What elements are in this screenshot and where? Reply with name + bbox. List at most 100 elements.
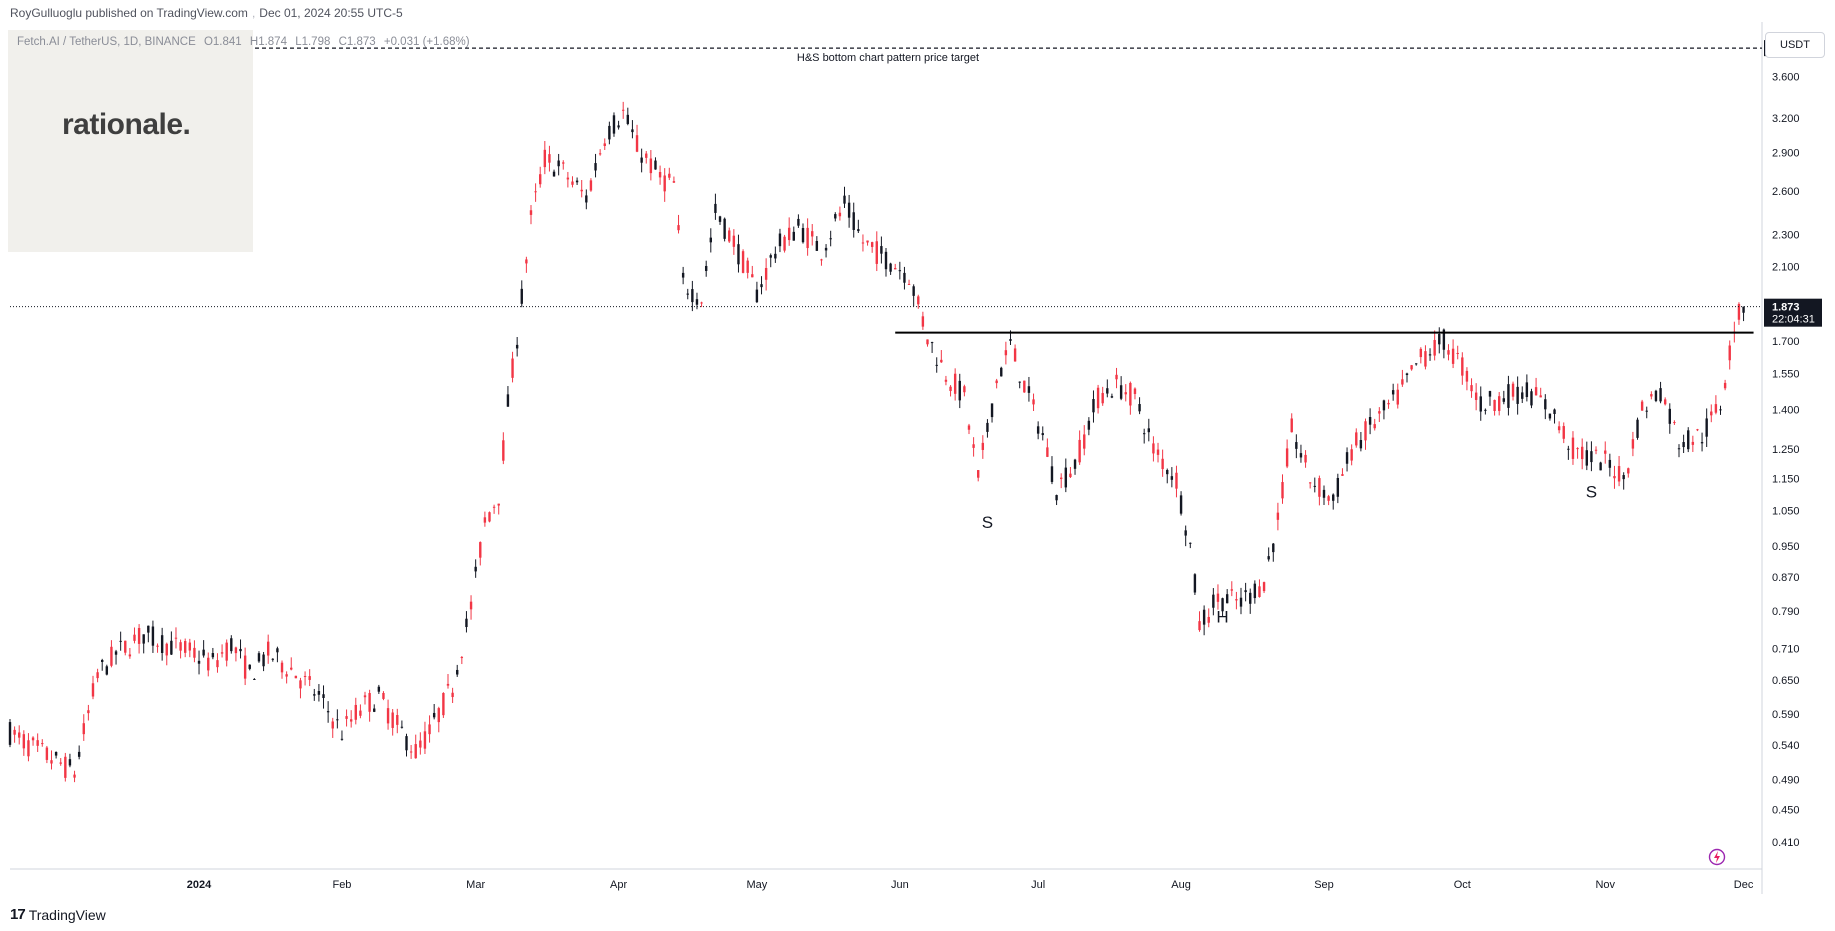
candle-body[interactable] bbox=[257, 653, 261, 662]
candle-body[interactable] bbox=[1410, 365, 1413, 370]
candle-body[interactable] bbox=[239, 648, 242, 652]
candle-body[interactable] bbox=[917, 296, 920, 305]
candle-body[interactable] bbox=[1696, 429, 1699, 431]
candle-body[interactable] bbox=[151, 626, 155, 646]
candle-body[interactable] bbox=[50, 760, 53, 764]
candle-body[interactable] bbox=[179, 642, 182, 651]
candle-body[interactable] bbox=[649, 158, 653, 174]
candle-body[interactable] bbox=[709, 237, 712, 243]
candle-body[interactable] bbox=[428, 724, 431, 735]
candle-body[interactable] bbox=[266, 641, 270, 656]
candle-body[interactable] bbox=[589, 180, 593, 191]
candle-body[interactable] bbox=[1710, 411, 1713, 416]
candle-body[interactable] bbox=[1235, 599, 1238, 601]
candle-body[interactable] bbox=[276, 648, 279, 653]
candle-body[interactable] bbox=[207, 657, 210, 671]
candle-body[interactable] bbox=[432, 712, 436, 718]
candle-body[interactable] bbox=[391, 712, 394, 728]
candle-body[interactable] bbox=[511, 358, 514, 378]
candle-body[interactable] bbox=[640, 157, 643, 163]
candle-body[interactable] bbox=[1405, 373, 1409, 376]
candle-body[interactable] bbox=[110, 646, 113, 666]
candle-body[interactable] bbox=[1350, 449, 1353, 461]
candle-body[interactable] bbox=[820, 259, 823, 261]
candle-body[interactable] bbox=[1290, 418, 1293, 433]
candle-body[interactable] bbox=[815, 240, 819, 251]
candle-body[interactable] bbox=[1580, 446, 1584, 460]
candle-body[interactable] bbox=[91, 683, 95, 697]
candle-body[interactable] bbox=[202, 649, 205, 656]
candle-body[interactable] bbox=[1119, 385, 1123, 399]
candle-body[interactable] bbox=[460, 657, 464, 659]
candle-body[interactable] bbox=[1567, 448, 1570, 450]
candle-body[interactable] bbox=[354, 704, 357, 720]
candle-body[interactable] bbox=[677, 225, 680, 231]
candle-body[interactable] bbox=[626, 114, 630, 124]
candle-body[interactable] bbox=[160, 635, 164, 654]
candle-body[interactable] bbox=[1677, 448, 1681, 450]
candle-body[interactable] bbox=[907, 283, 911, 285]
candle-body[interactable] bbox=[645, 153, 648, 158]
candle-body[interactable] bbox=[1461, 357, 1464, 376]
candle-body[interactable] bbox=[1179, 495, 1183, 514]
candle-body[interactable] bbox=[1728, 345, 1731, 361]
candle-body[interactable] bbox=[382, 692, 385, 699]
candle-body[interactable] bbox=[405, 736, 408, 751]
candle-body[interactable] bbox=[1613, 476, 1616, 479]
candle-body[interactable] bbox=[1470, 385, 1473, 392]
candle-body[interactable] bbox=[349, 719, 353, 722]
candle-body[interactable] bbox=[216, 660, 219, 668]
candle-body[interactable] bbox=[1507, 384, 1510, 408]
candle-body[interactable] bbox=[1101, 392, 1104, 404]
candle-body[interactable] bbox=[414, 744, 417, 759]
candle-body[interactable] bbox=[479, 542, 482, 558]
candle-body[interactable] bbox=[419, 740, 422, 748]
candle-body[interactable] bbox=[59, 762, 62, 764]
candle-body[interactable] bbox=[1456, 352, 1459, 354]
candle-body[interactable] bbox=[243, 655, 247, 679]
candle-body[interactable] bbox=[1636, 419, 1639, 438]
candle-body[interactable] bbox=[894, 268, 897, 270]
candle-body[interactable] bbox=[1327, 496, 1330, 501]
candle-body[interactable] bbox=[1396, 389, 1399, 405]
candle-body[interactable] bbox=[1216, 593, 1220, 602]
candle-body[interactable] bbox=[211, 653, 215, 658]
candle-body[interactable] bbox=[400, 726, 404, 728]
candle-body[interactable] bbox=[1009, 339, 1012, 341]
candle-body[interactable] bbox=[1714, 404, 1718, 413]
candle-body[interactable] bbox=[147, 625, 150, 633]
candle-body[interactable] bbox=[1064, 467, 1068, 488]
candle-body[interactable] bbox=[1142, 433, 1146, 435]
candle-body[interactable] bbox=[1272, 543, 1275, 553]
candle-body[interactable] bbox=[1663, 399, 1667, 405]
candle-body[interactable] bbox=[990, 403, 994, 418]
candle-body[interactable] bbox=[442, 693, 445, 716]
candle-body[interactable] bbox=[958, 380, 961, 401]
candle-body[interactable] bbox=[1276, 512, 1280, 520]
candle-body[interactable] bbox=[529, 210, 533, 215]
candle-body[interactable] bbox=[1433, 339, 1436, 356]
candle-body[interactable] bbox=[262, 654, 265, 667]
candle-body[interactable] bbox=[193, 647, 196, 658]
candle-body[interactable] bbox=[1170, 476, 1174, 480]
candle-body[interactable] bbox=[1557, 426, 1561, 431]
candle-body[interactable] bbox=[290, 667, 293, 670]
candle-body[interactable] bbox=[695, 299, 699, 305]
candle-body[interactable] bbox=[359, 710, 362, 716]
candle-body[interactable] bbox=[1041, 433, 1044, 436]
candle-body[interactable] bbox=[1156, 449, 1160, 455]
candle-body[interactable] bbox=[668, 173, 671, 178]
candle-body[interactable] bbox=[497, 503, 500, 506]
candle-body[interactable] bbox=[861, 242, 865, 244]
candle-body[interactable] bbox=[1110, 396, 1114, 398]
candle-body[interactable] bbox=[1594, 449, 1598, 451]
candle-body[interactable] bbox=[1023, 380, 1026, 393]
candle-body[interactable] bbox=[73, 774, 76, 778]
candle-body[interactable] bbox=[704, 265, 708, 271]
candle-body[interactable] bbox=[801, 228, 805, 243]
candle-body[interactable] bbox=[963, 386, 966, 393]
candle-body[interactable] bbox=[1617, 466, 1621, 482]
candle-body[interactable] bbox=[1198, 621, 1201, 631]
candle-body[interactable] bbox=[940, 359, 943, 363]
